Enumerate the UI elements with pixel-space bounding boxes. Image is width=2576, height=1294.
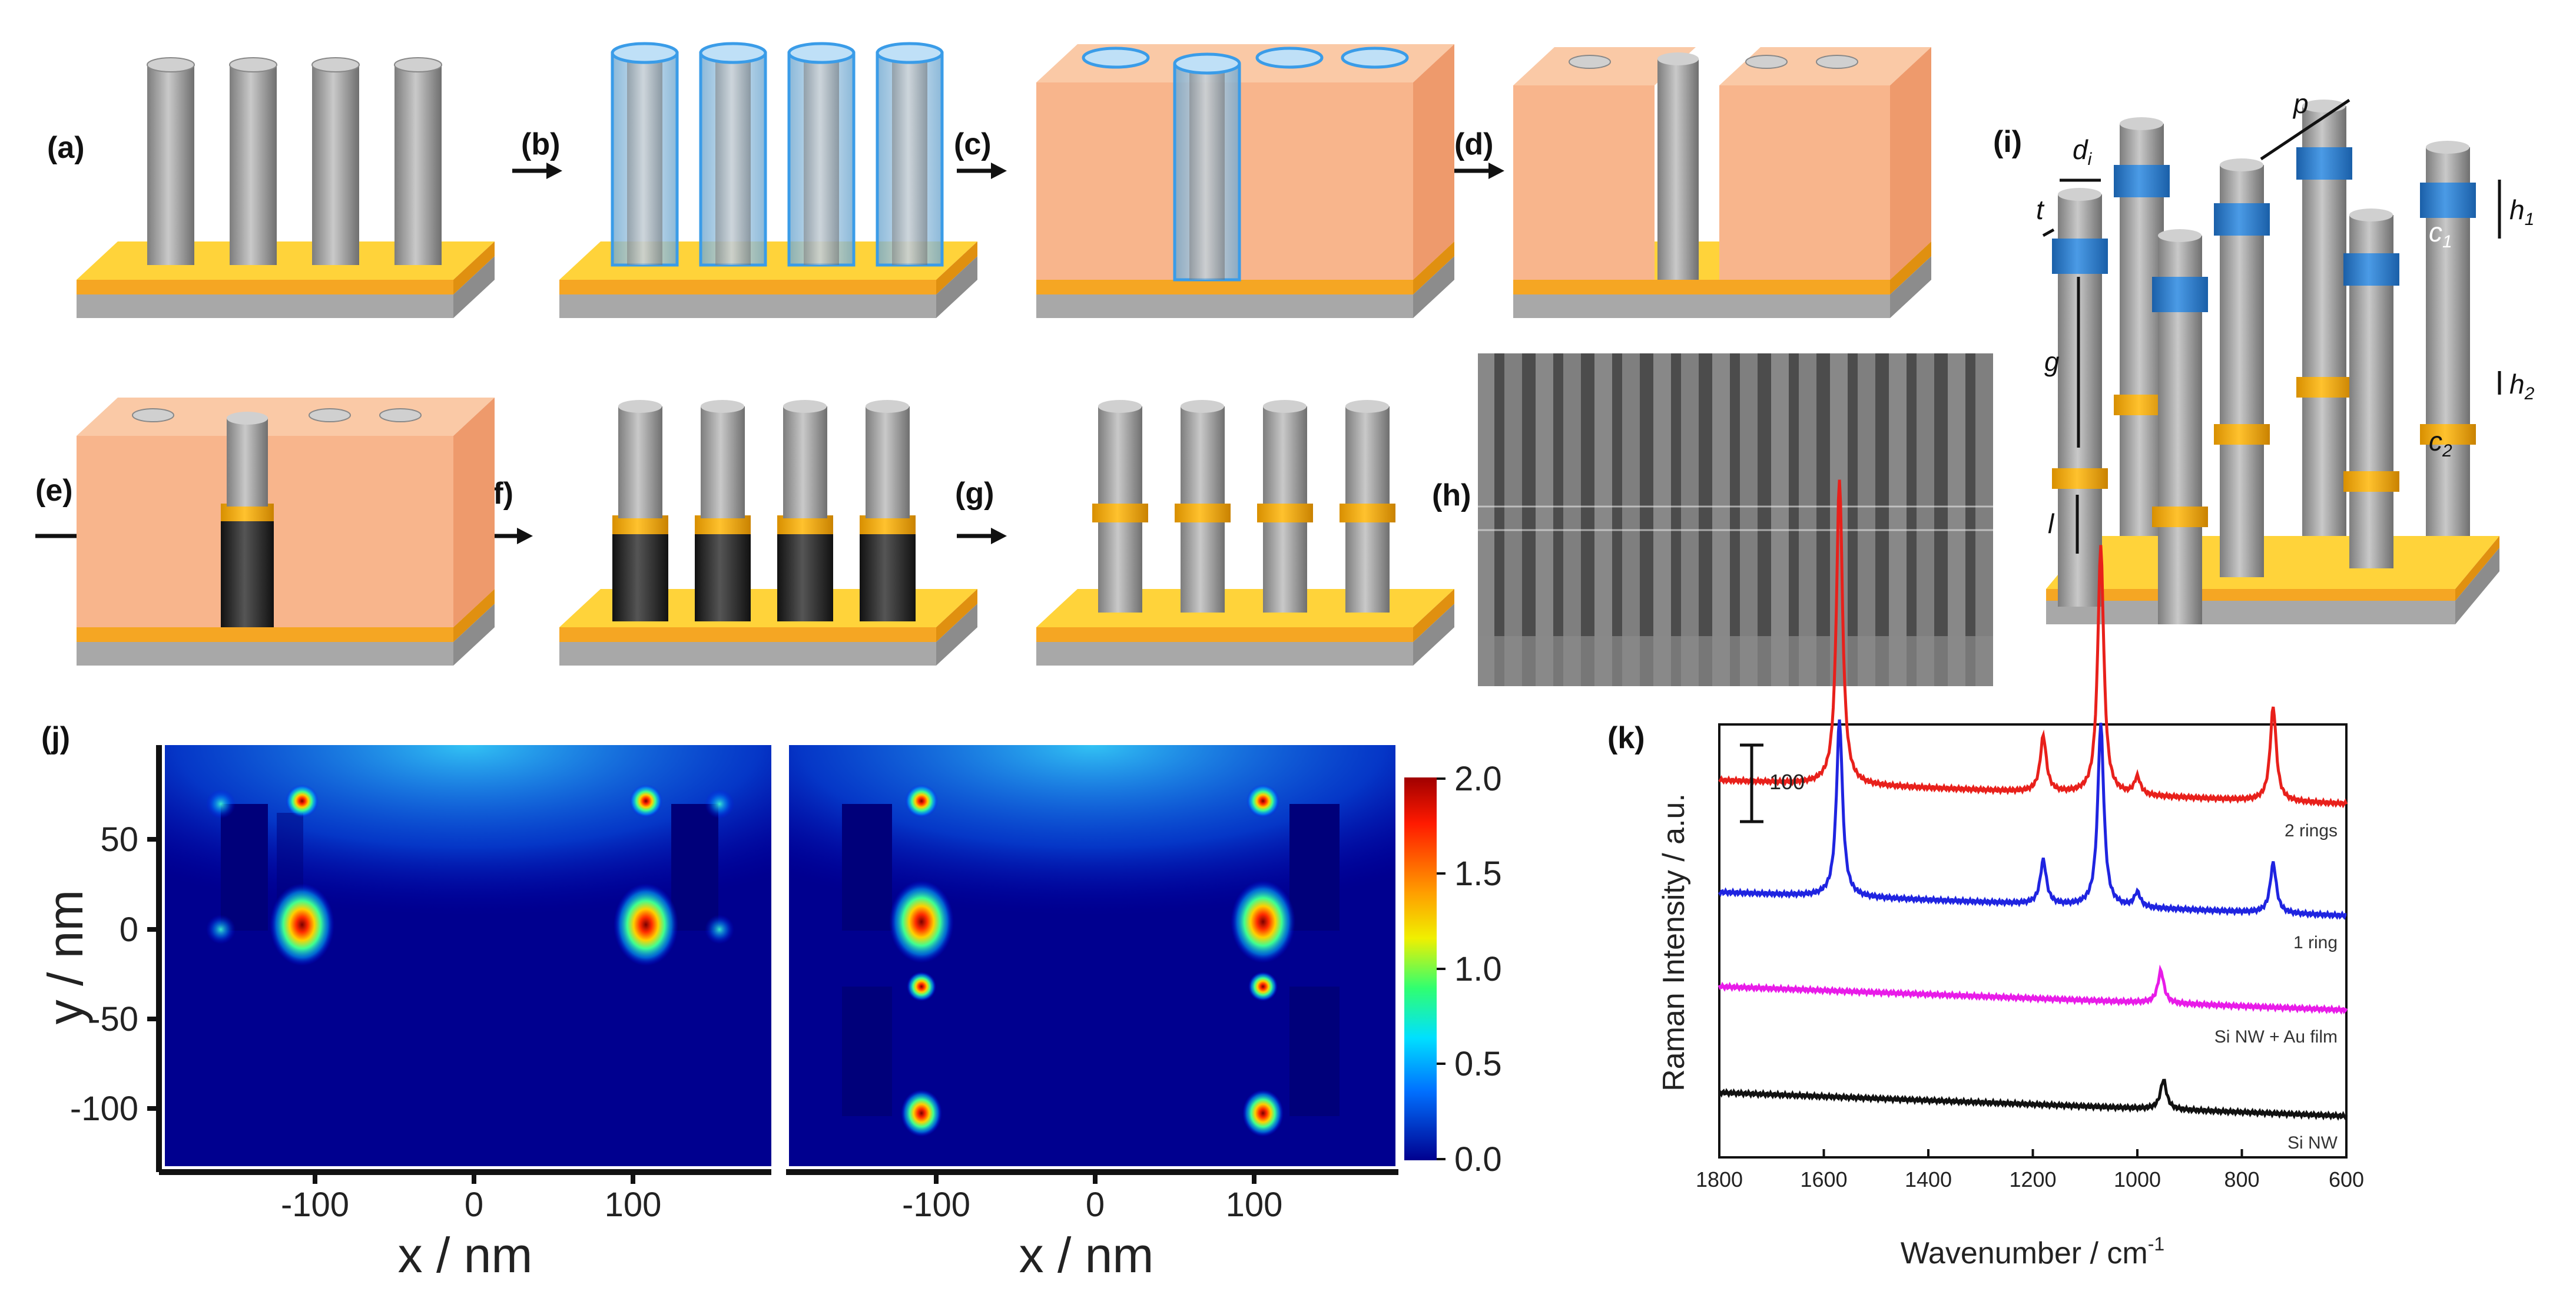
x-axis-title-left: x / nm bbox=[398, 1227, 533, 1283]
panel-label-a: (a) bbox=[47, 131, 85, 165]
panel-label-e: (e) bbox=[35, 474, 73, 508]
raman-series-line bbox=[1718, 719, 2347, 920]
x-tick-left-100: 100 bbox=[605, 1186, 662, 1224]
raman-x-axis-title: Wavenumber / cm-1 bbox=[1901, 1233, 2164, 1270]
schematic-f bbox=[559, 400, 977, 666]
y-tick-50: 50 bbox=[100, 820, 138, 859]
y-tick-0: 0 bbox=[120, 911, 138, 949]
panel-label-j: (j) bbox=[41, 721, 70, 755]
raman-series-label: 1 ring bbox=[2293, 933, 2338, 952]
label-di: di bbox=[2073, 134, 2093, 169]
label-h2: h2 bbox=[2509, 369, 2535, 403]
raman-x-tick-label: 1200 bbox=[2009, 1167, 2056, 1192]
colorbar bbox=[1404, 777, 1437, 1160]
sem-image bbox=[1478, 353, 1993, 686]
colorbar-tick-1: 1.0 bbox=[1454, 950, 1502, 988]
colorbar-tick-1-5: 1.5 bbox=[1454, 855, 1502, 893]
schematic-a bbox=[77, 57, 495, 318]
schematic-g bbox=[1036, 400, 1454, 666]
schematic-i: di p t h1 h2 c1 c2 g l bbox=[2036, 88, 2535, 624]
raman-x-tick-label: 800 bbox=[2224, 1167, 2259, 1192]
raman-x-tick-label: 1800 bbox=[1696, 1167, 1743, 1192]
schematic-b bbox=[559, 42, 977, 318]
field-maps: 50 0 -50 -100 -100 0 100 -100 0 100 x / … bbox=[38, 745, 1502, 1283]
panel-label-k: (k) bbox=[1607, 721, 1645, 755]
raman-x-tick-label: 1000 bbox=[2114, 1167, 2161, 1192]
raman-x-tick-label: 1400 bbox=[1905, 1167, 1952, 1192]
label-l: l bbox=[2048, 508, 2055, 539]
x-tick-left-0: 0 bbox=[465, 1186, 483, 1224]
colorbar-tick-0-5: 0.5 bbox=[1454, 1045, 1502, 1083]
scale-bar-label: 100 bbox=[1769, 770, 1805, 794]
panel-label-g: (g) bbox=[955, 476, 994, 511]
y-tick-neg100: -100 bbox=[70, 1090, 138, 1128]
raman-series-line bbox=[1718, 479, 2348, 809]
raman-y-axis-title: Raman Intensity / a.u. bbox=[1657, 793, 1691, 1091]
panel-label-c: (c) bbox=[954, 127, 992, 161]
label-c1: c1 bbox=[2429, 217, 2452, 251]
y-axis-title: y / nm bbox=[38, 890, 93, 1025]
x-tick-right-100: 100 bbox=[1226, 1186, 1283, 1224]
schematic-d bbox=[1513, 47, 1931, 318]
panel-label-i: (i) bbox=[1993, 125, 2022, 159]
scale-bar bbox=[1740, 743, 1763, 823]
label-h1: h1 bbox=[2509, 194, 2534, 229]
panel-label-h: (h) bbox=[1432, 478, 1471, 512]
y-tick-neg50: -50 bbox=[89, 1000, 138, 1038]
x-tick-right-0: 0 bbox=[1086, 1186, 1105, 1224]
x-tick-left-neg100: -100 bbox=[281, 1186, 349, 1224]
label-c2: c2 bbox=[2429, 426, 2452, 461]
raman-series-label: Si NW bbox=[2287, 1133, 2338, 1153]
label-t: t bbox=[2036, 194, 2045, 225]
label-g: g bbox=[2044, 346, 2060, 377]
x-tick-right-neg100: -100 bbox=[902, 1186, 970, 1224]
schematic-c bbox=[1036, 44, 1454, 318]
colorbar-tick-2: 2.0 bbox=[1454, 760, 1502, 798]
raman-chart: 1800 1600 1400 1200 1000 800 600 2 rings 1 ring… bbox=[1657, 479, 2364, 1270]
raman-series-label: 2 rings bbox=[2285, 821, 2338, 840]
raman-series-line bbox=[1718, 1078, 2348, 1121]
panel-label-d: (d) bbox=[1454, 127, 1493, 161]
raman-x-tick-label: 600 bbox=[2329, 1167, 2364, 1192]
raman-series-label: Si NW + Au film bbox=[2214, 1027, 2338, 1047]
raman-x-tick-label: 1600 bbox=[1800, 1167, 1847, 1192]
raman-series-line bbox=[1718, 964, 2348, 1015]
colorbar-tick-0: 0.0 bbox=[1454, 1140, 1502, 1179]
raman-plot-frame bbox=[1718, 723, 2348, 1159]
panel-label-b: (b) bbox=[521, 127, 560, 161]
x-axis-title-right: x / nm bbox=[1019, 1227, 1154, 1283]
schematic-e bbox=[77, 398, 495, 666]
label-p: p bbox=[2292, 88, 2309, 119]
